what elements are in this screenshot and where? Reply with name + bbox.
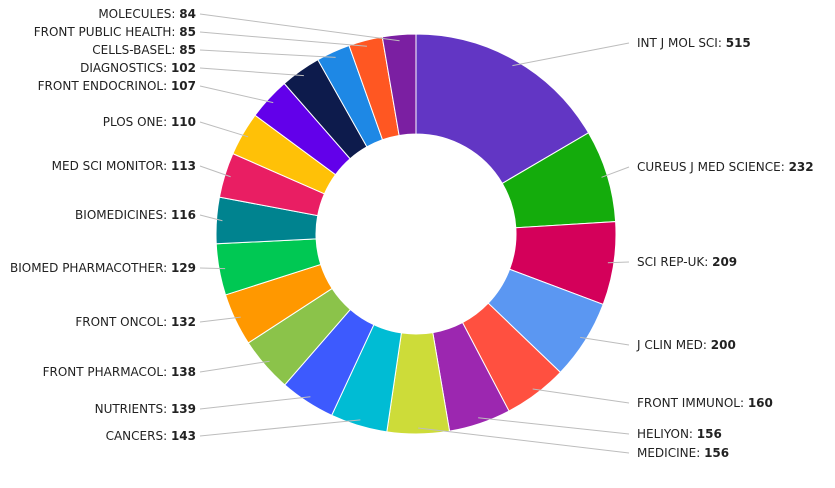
leader-line-nutrients xyxy=(199,396,311,410)
data-label-sci-rep-uk: SCI REP-UK: 209 xyxy=(637,255,737,269)
data-label-category: FRONT ONCOL: xyxy=(75,315,171,329)
data-label-plos-one: PLOS ONE: 110 xyxy=(103,115,196,129)
data-label-cureus-j-med-science: CUREUS J MED SCIENCE: 232 xyxy=(637,160,814,174)
data-label-j-clin-med: J CLIN MED: 200 xyxy=(636,338,736,352)
data-label-value: 515 xyxy=(726,36,751,50)
data-label-category: FRONT ENDOCRINOL: xyxy=(38,79,171,93)
data-label-value: 85 xyxy=(179,25,196,39)
data-label-category: MOLECULES: xyxy=(98,7,179,21)
leader-line-front-endocrinol xyxy=(199,85,274,104)
data-label-value: 232 xyxy=(789,160,814,174)
data-label-value: 110 xyxy=(171,115,196,129)
leader-line-cancers xyxy=(199,419,361,437)
data-label-value: 107 xyxy=(171,79,196,93)
data-label-biomedicines: BIOMEDICINES: 116 xyxy=(75,208,196,222)
data-label-value: 209 xyxy=(712,255,737,269)
data-label-cancers: CANCERS: 143 xyxy=(106,429,196,443)
leader-line-diagnostics xyxy=(199,67,304,77)
data-label-value: 116 xyxy=(171,208,196,222)
data-label-diagnostics: DIAGNOSTICS: 102 xyxy=(80,61,196,75)
leader-line-med-sci-monitor xyxy=(199,165,231,178)
data-label-value: 85 xyxy=(179,43,196,57)
data-label-value: 139 xyxy=(171,402,196,416)
data-label-value: 200 xyxy=(711,338,736,352)
leader-line-int-j-mol-sci xyxy=(512,42,630,67)
data-label-category: MEDICINE: xyxy=(637,446,704,460)
leader-line-cells-basel xyxy=(199,49,336,58)
slice-molecules[interactable] xyxy=(381,33,417,137)
leader-line-biomedicines xyxy=(199,214,223,222)
leader-line-front-pharmacol xyxy=(199,360,270,373)
data-label-category: FRONT IMMUNOL: xyxy=(637,396,748,410)
data-label-category: FRONT PHARMACOL: xyxy=(43,365,171,379)
data-label-category: SCI REP-UK: xyxy=(637,255,712,269)
data-label-heliyon: HELIYON: 156 xyxy=(637,427,722,441)
data-label-category: BIOMEDICINES: xyxy=(75,208,171,222)
data-label-value: 132 xyxy=(171,315,196,329)
data-label-front-public-health: FRONT PUBLIC HEALTH: 85 xyxy=(34,25,196,39)
data-label-front-pharmacol: FRONT PHARMACOL: 138 xyxy=(43,365,196,379)
data-label-category: CANCERS: xyxy=(106,429,171,443)
data-label-molecules: MOLECULES: 84 xyxy=(98,7,196,21)
slice-int-j-mol-sci[interactable] xyxy=(415,33,590,185)
data-label-front-endocrinol: FRONT ENDOCRINOL: 107 xyxy=(38,79,196,93)
data-label-value: 84 xyxy=(179,7,196,21)
data-label-int-j-mol-sci: INT J MOL SCI: 515 xyxy=(637,36,751,50)
leader-line-plos-one xyxy=(199,121,249,138)
leader-line-j-clin-med xyxy=(580,336,630,346)
data-label-category: MED SCI MONITOR: xyxy=(52,159,171,173)
data-label-value: 156 xyxy=(697,427,722,441)
data-label-medicine: MEDICINE: 156 xyxy=(637,446,729,460)
data-label-category: NUTRIENTS: xyxy=(95,402,171,416)
data-label-category: FRONT PUBLIC HEALTH: xyxy=(34,25,180,39)
leader-line-sci-rep-uk xyxy=(607,261,630,264)
data-label-category: HELIYON: xyxy=(637,427,697,441)
leader-line-cureus-j-med-science xyxy=(601,166,630,178)
data-label-biomed-pharmacother: BIOMED PHARMACOTHER: 129 xyxy=(10,261,196,275)
leader-line-biomed-pharmacother xyxy=(199,267,226,270)
leader-line-front-immunol xyxy=(532,388,630,404)
leader-line-front-oncol xyxy=(199,316,241,323)
data-label-category: CUREUS J MED SCIENCE: xyxy=(637,160,789,174)
data-label-cells-basel: CELLS-BASEL: 85 xyxy=(92,43,196,57)
data-label-category: BIOMED PHARMACOTHER: xyxy=(10,261,171,275)
leader-line-heliyon xyxy=(478,417,630,435)
data-label-value: 102 xyxy=(171,61,196,75)
data-label-category: CELLS-BASEL: xyxy=(92,43,179,57)
data-label-value: 156 xyxy=(704,446,729,460)
data-label-value: 113 xyxy=(171,159,196,173)
data-label-value: 143 xyxy=(171,429,196,443)
leader-line-medicine xyxy=(418,427,630,454)
leader-line-front-public-health xyxy=(199,31,368,47)
data-label-med-sci-monitor: MED SCI MONITOR: 113 xyxy=(52,159,196,173)
data-label-value: 160 xyxy=(748,396,773,410)
data-label-category: INT J MOL SCI: xyxy=(637,36,726,50)
data-label-nutrients: NUTRIENTS: 139 xyxy=(95,402,196,416)
data-label-category: PLOS ONE: xyxy=(103,115,171,129)
data-label-category: J CLIN MED: xyxy=(636,338,711,352)
data-label-category: DIAGNOSTICS: xyxy=(80,61,171,75)
data-label-front-oncol: FRONT ONCOL: 132 xyxy=(75,315,196,329)
data-label-front-immunol: FRONT IMMUNOL: 160 xyxy=(637,396,773,410)
leader-line-molecules xyxy=(199,13,400,42)
data-label-value: 138 xyxy=(171,365,196,379)
data-label-value: 129 xyxy=(171,261,196,275)
